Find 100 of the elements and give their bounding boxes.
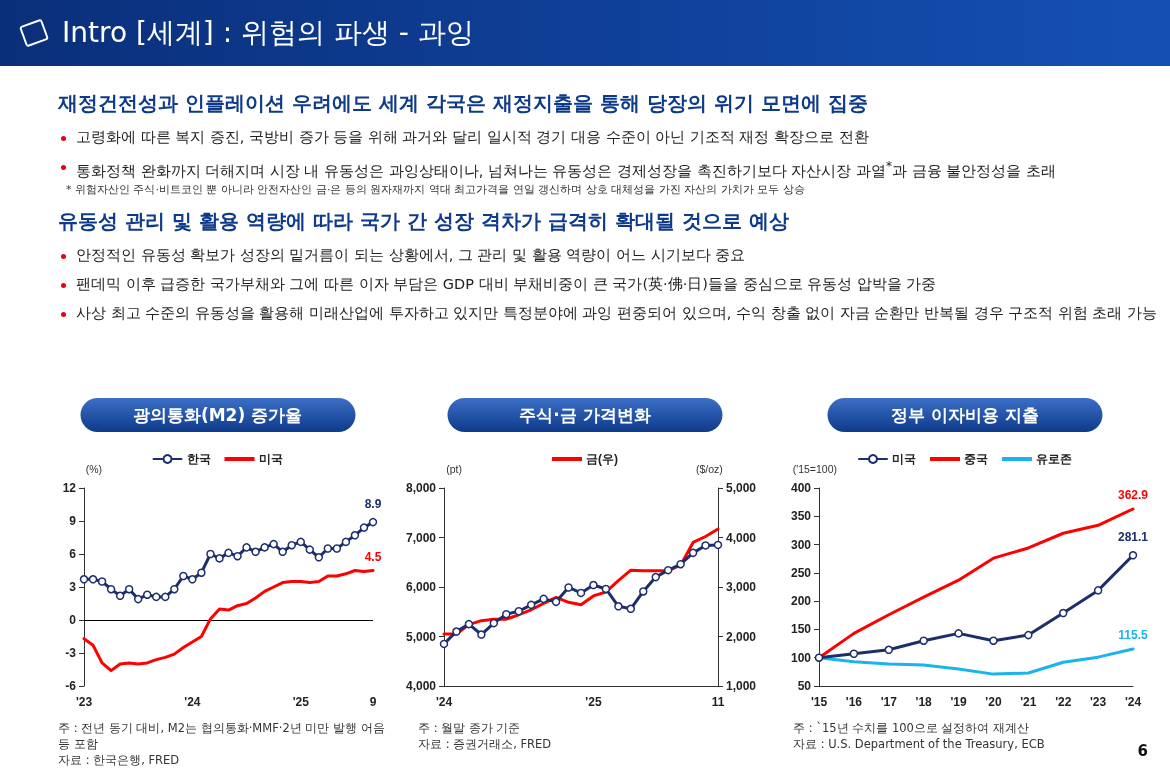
x-tick-label: 11 (711, 695, 725, 709)
x-tick-label: '23 (1090, 695, 1107, 709)
y-tick-label: 8,000 (405, 481, 437, 495)
y2-tick-label: 3,000 (726, 580, 757, 594)
text: 주 : 전년 동기 대비, M2는 협의통화·MMF·2년 미만 발행 어음 등 포함 (58, 720, 386, 752)
x-tick-label: '19 (950, 695, 967, 709)
text: 고령화에 따른 복지 증진, 국방비 증가 등을 위해 과거와 달리 일시적 경기 대응 수준이 아닌 기조적 재정 확장으로 전환 (75, 128, 870, 147)
point (142, 590, 152, 599)
point (464, 619, 474, 629)
y2-tick-label: 5,000 (726, 481, 757, 495)
text: 자료 : 한국은행, FRED (58, 752, 181, 768)
point (133, 594, 143, 604)
y2-axis-title: ($/oz) (696, 462, 723, 475)
text: 주 : `15년 수치를 100으로 설정하여 재계산 (793, 720, 1031, 736)
point (296, 537, 305, 547)
point (115, 591, 125, 601)
data-label: 115.5 (1118, 627, 1149, 642)
point (502, 609, 511, 619)
x-tick-label: '20 (985, 695, 1002, 709)
point (197, 568, 206, 577)
legend-label: 한국 (186, 452, 211, 466)
point (626, 604, 636, 614)
point (477, 630, 486, 639)
x-tick-label: '17 (880, 695, 898, 709)
y2-tick-label: 2,000 (726, 629, 757, 644)
point (814, 653, 824, 662)
y-tick-label: 6,000 (405, 580, 437, 594)
text: 팬데믹 이후 급증한 국가부채와 그에 따른 이자 부담은 GDP 대비 부채비중이 큰 국가(英·佛·日)들을 중심으로 유동성 압박을 가중 (75, 275, 938, 294)
y2-tick-label: 4,000 (726, 530, 757, 545)
point (601, 584, 611, 594)
point (179, 571, 188, 581)
point (539, 594, 548, 604)
x-tick-label: 9 (369, 695, 377, 709)
point (368, 517, 378, 527)
y-tick-label: 3 (69, 580, 77, 594)
data-label: 281.1 (1117, 530, 1149, 545)
x-tick-label: '21 (1020, 695, 1037, 709)
point (651, 572, 660, 582)
point (323, 544, 333, 553)
point (332, 544, 342, 553)
legend-label: 미국 (258, 452, 283, 466)
point (79, 575, 89, 584)
y-tick-label: 5,000 (405, 629, 437, 644)
text: 사상 최고 수준의 유동성을 활용해 미래산업에 투자하고 있지만 특정분야에 과잉 편중되어 있으며, 수익 창출 없이 자금 순환만 반복될 경우 구조적 위험 초래 가능 (75, 304, 1158, 323)
chart-title: 광의통화(M2) 증가율 (80, 398, 355, 432)
point (589, 580, 598, 590)
point (170, 584, 179, 594)
legend-label: 유로존 (1036, 452, 1072, 466)
y-tick-label: 150 (790, 622, 812, 637)
point (514, 607, 523, 616)
x-tick-label: '25 (585, 695, 602, 709)
x-tick-label: '25 (292, 695, 310, 709)
point (1058, 608, 1068, 618)
point (106, 584, 116, 594)
x-tick-label: '24 (435, 695, 453, 709)
point (287, 540, 296, 550)
y-tick-label: 7,000 (405, 530, 437, 545)
point (215, 554, 224, 563)
y-tick-label: 0 (69, 613, 77, 627)
point (489, 618, 499, 628)
legend-label: 미국 (892, 452, 916, 466)
text: 유동성 관리 및 활용 역량에 따라 국가 간 성장 격차가 급격히 확대될 것으로 예상 (58, 208, 790, 235)
y-tick-label: 250 (790, 565, 812, 580)
data-label: 8.9 (364, 496, 382, 511)
point (260, 543, 269, 552)
point (124, 584, 134, 594)
text: 자료 : 증권거래소, FRED (418, 736, 552, 752)
y-tick-label: 4,000 (405, 679, 437, 693)
point (161, 592, 170, 602)
y-tick-label: -3 (65, 646, 77, 660)
point (341, 537, 351, 547)
y-axis-title: (%) (85, 462, 102, 475)
text: 안정적인 유동성 확보가 성장의 밑거름이 되는 상황에서, 그 관리 및 활용 역량이 어느 시기보다 중요 (75, 246, 747, 265)
y-tick-label: 300 (790, 537, 812, 552)
point (439, 639, 449, 649)
point (224, 548, 233, 558)
point (251, 547, 260, 557)
point (849, 649, 859, 658)
data-label: 4.5 (364, 549, 382, 564)
text: 자료 : U.S. Department of the Treasury, ECB (793, 736, 1045, 752)
y-tick-label: 50 (797, 679, 812, 693)
point (639, 587, 648, 596)
chart-title: 정부 이자비용 지출 (827, 398, 1103, 432)
point (564, 583, 573, 592)
line-series (82, 569, 375, 673)
text: 6 (1137, 742, 1148, 760)
point (713, 540, 723, 550)
point (919, 636, 928, 645)
y-tick-label: 100 (790, 650, 812, 665)
point (614, 602, 623, 611)
text: * 위험자산인 주식·비트코인 뿐 아니라 안전자산인 금·은 등의 원자재까지 역대 최고가격을 연일 갱신하며 상호 대체성을 가진 자산의 가치가 모두 상승 (65, 181, 806, 197)
point (676, 559, 685, 569)
y-axis-title: (pt) (446, 462, 462, 475)
point (305, 545, 315, 554)
x-tick-label: '23 (75, 695, 93, 709)
point (954, 629, 963, 638)
point (551, 597, 561, 607)
point (269, 539, 278, 549)
point (152, 592, 161, 602)
point (1024, 630, 1033, 640)
